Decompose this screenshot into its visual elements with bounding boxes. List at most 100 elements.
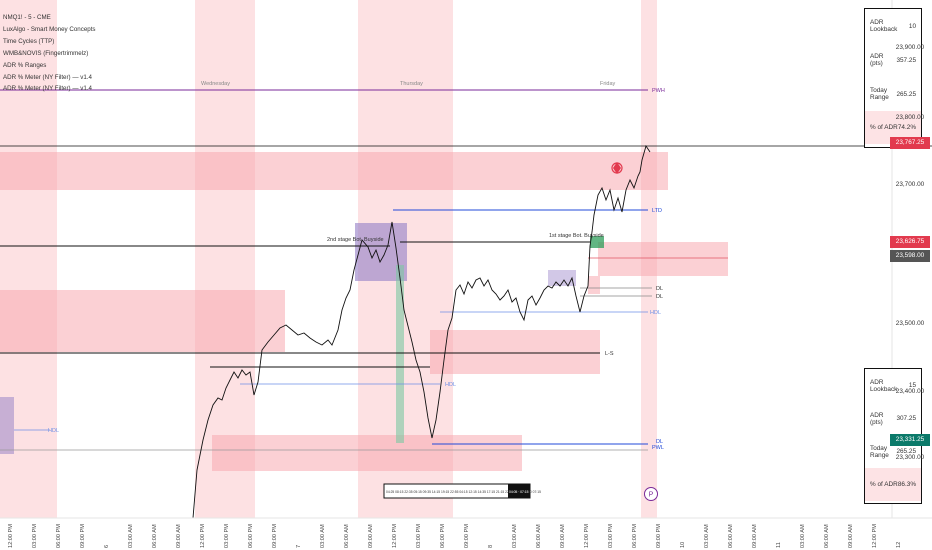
legend-item[interactable]: LuxAlgo - Smart Money Concepts	[3, 25, 96, 33]
time-axis-label: 03:00 PM	[416, 524, 422, 548]
time-axis-label: 03:00 PM	[224, 524, 230, 548]
time-readout: 04:25 08:15 22:35 05:15 09:35 14:15 19:1…	[383, 483, 541, 499]
time-axis-label: 09:00 AM	[560, 524, 566, 548]
adr-label: ADR Lookback	[870, 378, 898, 393]
hdl-label: HDL	[650, 310, 661, 316]
legend-item[interactable]: ADR % Meter (NY Filter) — v1.4	[3, 73, 92, 81]
adr-row: % of ADR 86.3%	[865, 468, 921, 501]
legend-item[interactable]: ADR % Ranges	[3, 61, 47, 69]
adr-label: % of ADR	[870, 481, 898, 488]
adr-label: Today Range	[870, 87, 889, 101]
adr-label: ADR (pts)	[870, 411, 884, 426]
ltd-label: LTD	[652, 208, 662, 214]
time-axis-label: 06:00 PM	[248, 524, 254, 548]
zone-green[interactable]	[590, 236, 604, 248]
adr-value: 357.25	[896, 56, 916, 64]
time-axis-label: 12:00 PM	[8, 524, 14, 548]
adr-value: 265.25	[896, 90, 916, 98]
time-readout-text: 04:25 08:15 22:35 05:15 09:35 14:15 19:1…	[386, 490, 541, 494]
time-axis-label: 06:00 PM	[440, 524, 446, 548]
time-axis-label: 03:00 AM	[800, 524, 806, 548]
legend-item[interactable]: Time Cycles (TTP)	[3, 37, 55, 45]
adr-row: ADR Lookback 10	[865, 9, 921, 43]
time-axis-label: 09:00 PM	[464, 524, 470, 548]
hdl-label: HDL	[445, 382, 456, 388]
stage-label: 1st stage Bot. Buyside	[549, 233, 604, 239]
time-axis-label: 10	[680, 541, 686, 548]
time-axis-label: 03:00 AM	[512, 524, 518, 548]
zone-red[interactable]	[588, 276, 600, 294]
time-axis-label: 09:00 PM	[80, 524, 86, 548]
time-axis-label: 09:00 AM	[848, 524, 854, 548]
day-label-wednesday: Wednesday	[201, 81, 230, 87]
price-label: 23,500.00	[895, 320, 925, 327]
dl-label: DL	[656, 294, 663, 300]
legend-item[interactable]: WMB&NOVIS (Fingertrimmelz)	[3, 49, 89, 57]
adr-value: 307.25	[896, 415, 916, 422]
zone-red[interactable]	[0, 290, 285, 352]
adr-value: 10	[908, 22, 916, 30]
adr-value: 74.2%	[897, 124, 916, 131]
day-label-thursday: Thursday	[400, 81, 423, 87]
adr-row: ADR (pts) 357.25	[865, 43, 921, 77]
stage-label: 2nd stage Bot. Buyside	[327, 237, 384, 243]
price-tag: 23,331.25	[890, 434, 930, 446]
adr-row: Today Range 265.25	[865, 77, 921, 111]
legend-symbol[interactable]: NMQ1! - 5 - CME	[3, 14, 51, 21]
zone-red[interactable]	[0, 152, 668, 190]
adr-value: 86.3%	[897, 481, 916, 488]
adr-label: Today Range	[870, 444, 889, 459]
diamond-marker[interactable]	[611, 162, 623, 174]
time-axis-label: 03:00 PM	[608, 524, 614, 548]
zone-purple[interactable]	[548, 270, 576, 286]
price-label: 23,900.00	[895, 44, 925, 51]
time-axis-label: 06:00 PM	[56, 524, 62, 548]
adr-table-top: ADR Lookback 10 ADR (pts) 357.25 Today Ran…	[864, 8, 922, 148]
time-axis-label: 06:00 PM	[632, 524, 638, 548]
indicator-legend: NMQ1! - 5 - CME LuxAlgo - Smart Money Co…	[3, 12, 96, 95]
price-label: 23,300.00	[895, 454, 925, 461]
adr-value: 15	[908, 382, 916, 389]
time-axis-label: 09:00 PM	[656, 524, 662, 548]
zone-green[interactable]	[396, 265, 404, 443]
zone-red[interactable]	[598, 242, 728, 276]
time-axis-label: 09:00 AM	[752, 524, 758, 548]
adr-row: ADR (pts) 307.25	[865, 402, 921, 435]
price-label: 23,800.00	[895, 114, 925, 121]
time-axis-label: 06:00 AM	[152, 524, 158, 548]
time-axis-label: 12	[896, 541, 902, 548]
time-axis-label: 12:00 PM	[584, 524, 590, 548]
zone-red[interactable]	[212, 435, 522, 471]
time-axis-label: 12:00 PM	[392, 524, 398, 548]
time-axis-label: 06:00 AM	[728, 524, 734, 548]
price-tag: 23,626.75	[890, 236, 930, 248]
time-axis-label: 8	[488, 544, 494, 548]
hdl-label: HDL	[48, 428, 59, 434]
current-price-tag: 23,767.25	[890, 137, 930, 149]
price-tag: 23,598.00	[890, 250, 930, 262]
time-axis-label: 09:00 AM	[368, 524, 374, 548]
structure-lines	[0, 89, 932, 451]
time-axis-label: 7	[296, 544, 302, 548]
circle-marker[interactable]: P	[644, 487, 658, 501]
price-label: 23,400.00	[895, 388, 925, 395]
dl-label: DL	[656, 439, 663, 445]
pwh-label: PWH	[652, 88, 665, 94]
zone-purple[interactable]	[0, 397, 14, 454]
time-axis-label: 12:00 PM	[872, 524, 878, 548]
time-axis-label: 09:00 AM	[176, 524, 182, 548]
day-label-friday: Friday	[600, 81, 616, 87]
time-axis-label: 09:00 PM	[272, 524, 278, 548]
adr-row: Today Range 265.25	[865, 435, 921, 468]
dl-label: DL	[656, 286, 663, 292]
adr-row: ADR Lookback 15	[865, 369, 921, 402]
ls-label: L-S	[605, 351, 614, 357]
legend-item[interactable]: ADR % Meter (NY Filter) — v1.4	[3, 85, 92, 93]
zone-red[interactable]	[430, 330, 600, 374]
adr-label: % of ADR	[870, 124, 898, 131]
annotations: Wednesday Thursday Friday PWH PWL 2nd st…	[48, 81, 665, 451]
time-axis-label: 03:00 AM	[128, 524, 134, 548]
time-readout-highlight: 04:05 · 07:15	[509, 490, 529, 494]
time-axis-label: 03:00 PM	[32, 524, 38, 548]
